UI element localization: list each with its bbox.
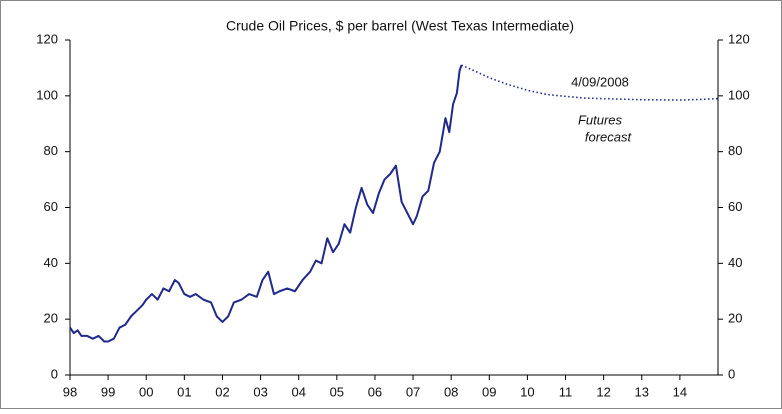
x-tick-label: 09 xyxy=(482,384,496,399)
y2-tick-label: 0 xyxy=(728,366,735,381)
x-tick-label: 05 xyxy=(330,384,344,399)
x-tick-label: 04 xyxy=(291,384,305,399)
chart-title: Crude Oil Prices, $ per barrel (West Tex… xyxy=(226,18,574,34)
line-series xyxy=(69,64,463,343)
y-tick-label: 60 xyxy=(44,199,58,214)
annotation: Futures xyxy=(578,112,623,127)
x-tick-label: 12 xyxy=(596,384,610,399)
x-tick-label: 01 xyxy=(177,384,191,399)
x-tick-label: 07 xyxy=(406,384,420,399)
annotation: forecast xyxy=(585,129,633,144)
y2-tick-label: 60 xyxy=(728,199,742,214)
x-tick-label: 14 xyxy=(673,384,687,399)
y-tick-label: 120 xyxy=(36,31,58,46)
x-tick-label: 08 xyxy=(444,384,458,399)
x-tick-label: 06 xyxy=(368,384,382,399)
y2-tick-label: 120 xyxy=(728,31,750,46)
x-tick-label: 10 xyxy=(520,384,534,399)
y-tick-label: 80 xyxy=(44,143,58,158)
y2-tick-label: 80 xyxy=(728,143,742,158)
x-tick-label: 99 xyxy=(101,384,115,399)
x-tick-label: 02 xyxy=(215,384,229,399)
line-series xyxy=(461,64,719,101)
y-tick-label: 40 xyxy=(44,255,58,270)
x-tick-label: 03 xyxy=(253,384,267,399)
y-tick-label: 20 xyxy=(44,311,58,326)
y-tick-label: 0 xyxy=(51,366,58,381)
y2-tick-label: 20 xyxy=(728,311,742,326)
y2-tick-label: 40 xyxy=(728,255,742,270)
x-tick-label: 98 xyxy=(63,384,77,399)
x-tick-label: 13 xyxy=(635,384,649,399)
annotation: 4/09/2008 xyxy=(571,74,629,89)
y-tick-label: 100 xyxy=(36,87,58,102)
y2-tick-label: 100 xyxy=(728,87,750,102)
x-tick-label: 11 xyxy=(559,384,573,399)
x-tick-label: 00 xyxy=(139,384,153,399)
